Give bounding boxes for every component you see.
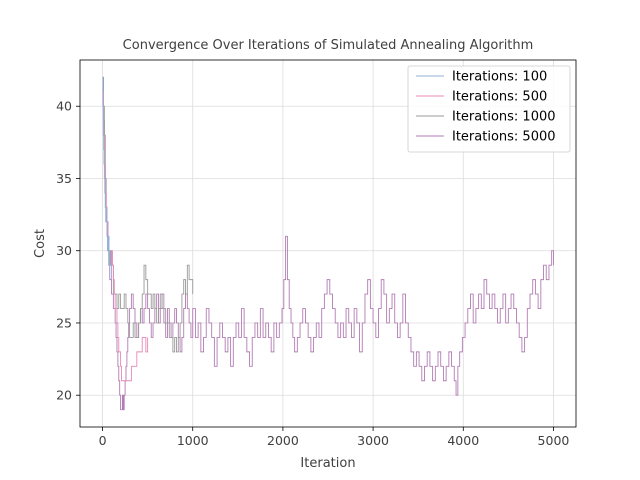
legend-label-iterations-500: Iterations: 500 [452, 90, 547, 105]
x-axis-label: Iteration [300, 456, 355, 471]
series-line-iterations-500 [102, 91, 149, 382]
y-tick-label: 20 [56, 388, 72, 403]
y-axis-label: Cost [33, 229, 48, 258]
legend-label-iterations-1000: Iterations: 1000 [452, 110, 556, 125]
y-tick-label: 35 [56, 171, 72, 186]
series-line-iterations-1000 [102, 76, 194, 353]
legend-label-iterations-100: Iterations: 100 [452, 70, 547, 85]
y-tick-label: 40 [56, 99, 72, 114]
x-tick-label: 3000 [357, 433, 389, 448]
y-tick-label: 25 [56, 315, 72, 330]
x-tick-label: 1000 [177, 433, 209, 448]
x-tick-label: 0 [99, 433, 107, 448]
x-tick-label: 2000 [267, 433, 299, 448]
legend-label-iterations-5000: Iterations: 5000 [452, 130, 556, 145]
plot-frame [79, 59, 577, 428]
legend-box [407, 65, 571, 153]
x-tick-label: 5000 [538, 433, 570, 448]
y-tick-label: 30 [56, 243, 72, 258]
legend: Iterations: 100 Iterations: 500 Iterations… [407, 65, 571, 153]
series-layer [102, 76, 554, 411]
x-tick-label: 4000 [447, 433, 479, 448]
chart-title: Convergence Over Iterations of Simulated… [123, 38, 534, 53]
axis-ticks: 0 1000 2000 3000 4000 5000 20 25 30 35 40 [56, 99, 569, 448]
series-line-iterations-100 [102, 76, 113, 280]
